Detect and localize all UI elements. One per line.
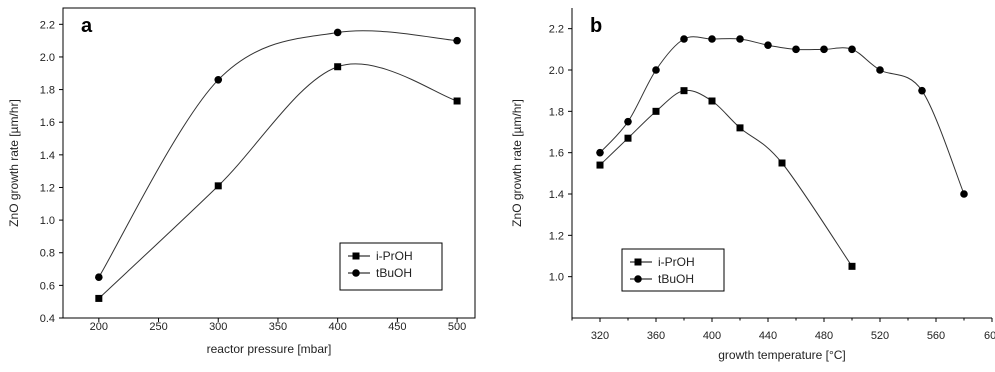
y-tick-label: 2.0: [40, 52, 55, 64]
data-point-i-proh: [334, 63, 342, 71]
legend-box: [621, 248, 725, 292]
data-point-i-proh: [95, 294, 103, 302]
plot-frame: [62, 7, 476, 319]
data-point-tbuoh: [95, 273, 103, 282]
legend-label: tBuOH: [376, 266, 412, 280]
x-tick-label: 400: [703, 330, 721, 342]
chart-panel-b: 1.0 1.2 1.4 1.6 1.8 2.0 2.2 320 360 400 440 480 520 5…: [510, 8, 995, 362]
x-axis-title: growth temperature [°C]: [718, 348, 846, 362]
y-tick-label: 0.4: [40, 313, 55, 325]
data-point-tbuoh: [848, 45, 856, 54]
x-tick-label: 320: [591, 330, 609, 342]
data-point-tbuoh: [680, 35, 688, 43]
legend-marker: [352, 252, 360, 260]
y-tick-label: 1.6: [40, 117, 55, 129]
data-point-i-proh: [652, 107, 660, 115]
data-point-tbuoh: [214, 75, 223, 84]
data-point-tbuoh: [876, 66, 884, 74]
panel-label: a: [81, 15, 93, 37]
data-point-tbuoh: [792, 45, 800, 54]
y-tick-label: 1.4: [40, 150, 55, 162]
data-point-i-proh: [596, 161, 604, 169]
data-point-tbuoh: [596, 148, 604, 157]
data-point-tbuoh: [333, 28, 342, 37]
data-point-i-proh: [708, 97, 716, 105]
y-tick-label: 0.8: [40, 248, 55, 260]
y-tick-label: 2.2: [40, 19, 55, 31]
x-tick-label: 360: [647, 330, 665, 342]
y-axis-title: ZnO growth rate [µm/hr]: [510, 99, 524, 227]
data-point-tbuoh: [708, 35, 716, 43]
y-tick-label: 1.2: [40, 182, 55, 194]
data-point-tbuoh: [652, 66, 660, 74]
y-tick-label: 1.0: [549, 272, 564, 284]
chart-panel-a: 0.4 0.6 0.8 1.0 1.2 1.4 1.6 1.8 2.0 2.2 200 250 300 3…: [7, 7, 476, 356]
x-tick-label: 560: [927, 330, 945, 342]
x-tick-label: 440: [759, 330, 777, 342]
data-point-i-proh: [778, 159, 786, 167]
x-tick-label: 520: [871, 330, 889, 342]
y-tick-label: 0.6: [40, 280, 55, 292]
y-tick-label: 1.8: [40, 85, 55, 97]
x-tick-label: 450: [388, 321, 406, 333]
y-tick-label: 1.0: [40, 215, 55, 227]
legend-label: i-PrOH: [658, 255, 695, 269]
x-tick-label: 350: [269, 321, 287, 333]
x-tick-label: 300: [209, 321, 227, 333]
panel-label: b: [590, 15, 602, 37]
y-tick-label: 2.2: [549, 24, 564, 36]
data-point-i-proh: [736, 124, 744, 132]
data-point-tbuoh: [764, 41, 772, 49]
y-tick-label: 1.8: [549, 106, 564, 118]
data-point-i-proh: [680, 87, 688, 95]
series-line-i-proh: [599, 89, 853, 267]
data-point-tbuoh: [736, 35, 744, 43]
y-tick-label: 1.4: [549, 189, 564, 201]
data-point-tbuoh: [918, 86, 926, 95]
data-point-tbuoh: [453, 36, 461, 45]
legend-marker: [352, 269, 360, 277]
y-axis-title: ZnO growth rate [µm/hr]: [7, 99, 21, 227]
legend-box: [339, 242, 443, 291]
data-point-tbuoh: [624, 117, 632, 126]
x-tick-label: 200: [90, 321, 108, 333]
x-tick-label: 60(: [984, 330, 995, 342]
legend: i-PrOH tBuOH: [621, 248, 725, 292]
y-tick-label: 1.2: [549, 230, 564, 242]
data-point-i-proh: [453, 97, 461, 105]
data-point-i-proh: [624, 134, 632, 142]
legend: i-PrOH tBuOH: [339, 242, 443, 291]
legend-label: tBuOH: [658, 272, 694, 286]
data-point-tbuoh: [960, 190, 968, 198]
data-point-tbuoh: [820, 45, 828, 54]
x-tick-label: 480: [815, 330, 833, 342]
series-line-tbuoh: [98, 30, 458, 278]
data-point-i-proh: [214, 182, 222, 190]
y-tick-label: 2.0: [549, 65, 564, 77]
y-tick-label: 1.6: [549, 148, 564, 160]
legend-marker: [634, 258, 642, 266]
legend-label: i-PrOH: [376, 249, 413, 263]
series-line-i-proh: [98, 63, 458, 299]
x-tick-label: 500: [448, 321, 466, 333]
legend-marker: [634, 275, 642, 283]
x-tick-label: 250: [149, 321, 167, 333]
data-point-i-proh: [848, 262, 856, 270]
x-axis-title: reactor pressure [mbar]: [207, 342, 332, 356]
x-tick-label: 400: [328, 321, 346, 333]
series-line-tbuoh: [599, 36, 965, 195]
